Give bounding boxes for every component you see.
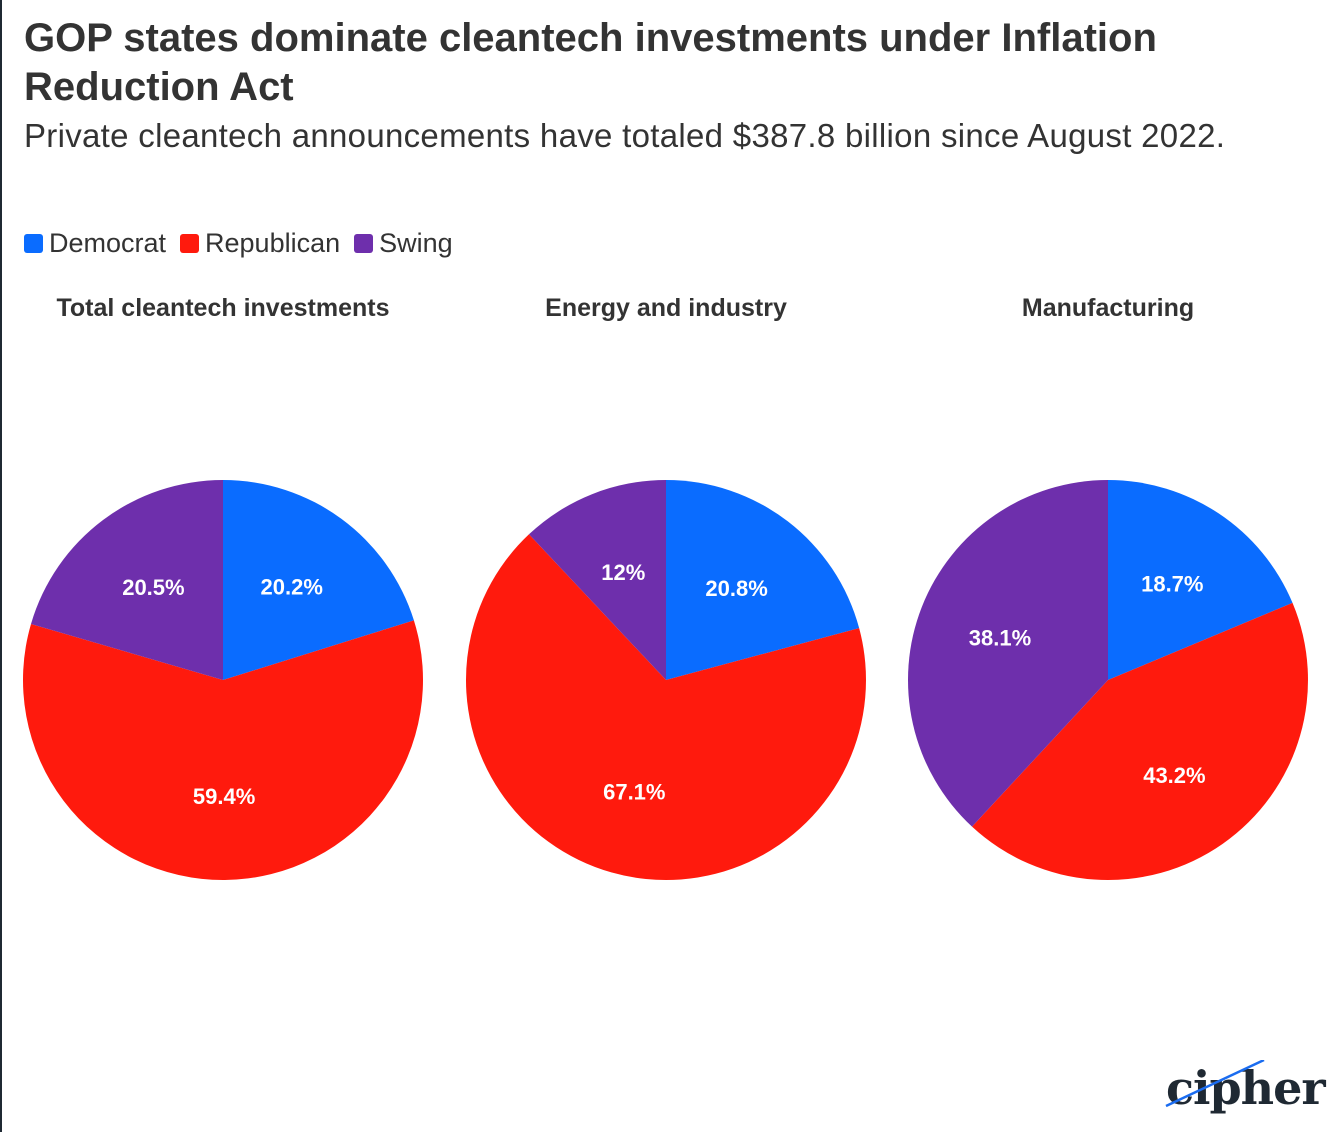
pie-slice-swing[interactable] — [528, 480, 666, 680]
pie-slice-republican[interactable] — [465, 534, 866, 881]
left-border — [0, 0, 2, 1132]
legend-swatch-democrat — [24, 233, 43, 253]
pie-title: Manufacturing — [1022, 294, 1194, 322]
legend-label-republican: Republican — [205, 227, 341, 258]
pie-data-label-swing: 20.5% — [122, 575, 184, 600]
cipher-logo-text: cipher — [1166, 1061, 1326, 1115]
pie-slice-democrat[interactable] — [1108, 480, 1293, 680]
pie-slice-republican[interactable] — [22, 620, 423, 880]
legend: Democrat Republican Swing — [24, 226, 453, 260]
pie-chart-manufacturing: Manufacturing 18.7% 43.2% 38.1% — [908, 294, 1308, 880]
legend-label-democrat: Democrat — [49, 227, 167, 258]
pie-charts: Total cleantech investments 20.2% 59.4% 20.… — [22, 294, 1308, 881]
pie-data-label-democrat: 20.2% — [261, 575, 323, 600]
pie-title: Total cleantech investments — [57, 294, 390, 322]
legend-swatch-swing — [354, 233, 374, 253]
pie-data-label-democrat: 18.7% — [1141, 571, 1203, 596]
pie-data-label-swing: 12% — [601, 560, 645, 585]
legend-item-republican[interactable]: Republican — [180, 228, 340, 259]
chart-title: GOP states dominate cleantech investment… — [24, 16, 1157, 109]
pie-data-label-republican: 59.4% — [193, 784, 255, 809]
pie-chart-total-cleantech-investments: Total cleantech investments 20.2% 59.4% 20.… — [22, 294, 423, 880]
legend-label-swing: Swing — [379, 227, 453, 258]
pie-data-label-republican: 43.2% — [1143, 763, 1205, 788]
pie-slice-democrat[interactable] — [666, 480, 860, 680]
pie-chart-energy-and-industry: Energy and industry 20.8% 67.1% 12% — [465, 294, 866, 881]
pie-slice-democrat[interactable] — [223, 480, 414, 680]
logo-slash-icon — [1165, 1060, 1265, 1108]
chart-subtitle: Private cleantech announcements have tot… — [24, 117, 1226, 154]
pie-title: Energy and industry — [545, 294, 787, 322]
pie-data-label-swing: 38.1% — [969, 626, 1031, 651]
pie-data-label-democrat: 20.8% — [705, 576, 767, 601]
pie-slice-swing[interactable] — [31, 480, 224, 680]
pie-slice-republican[interactable] — [972, 602, 1308, 880]
legend-item-swing[interactable]: Swing — [354, 228, 453, 259]
pie-data-label-republican: 67.1% — [603, 780, 665, 805]
legend-item-democrat[interactable]: Democrat — [24, 228, 166, 259]
legend-swatch-republican — [180, 233, 200, 253]
cipher-logo: cipher — [1164, 1060, 1326, 1116]
pie-slice-swing[interactable] — [908, 480, 1108, 827]
